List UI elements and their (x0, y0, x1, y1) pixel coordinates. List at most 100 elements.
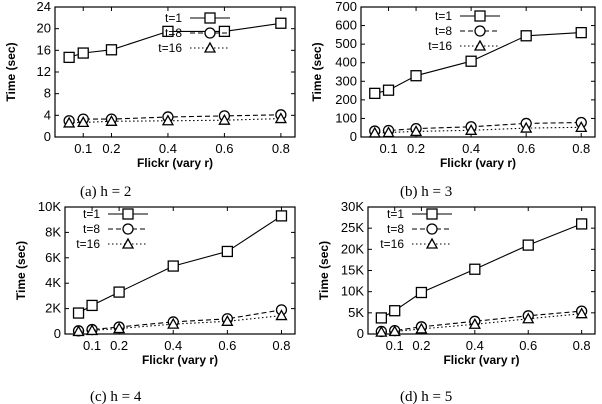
y-tick-label: 0 (357, 326, 364, 341)
data-point-t=1 (522, 239, 534, 251)
data-point-t=1 (382, 84, 395, 96)
data-point-t=1 (63, 51, 75, 64)
data-point-t=16 (105, 114, 118, 126)
y-tick-label: 400 (335, 55, 357, 70)
series-line-t=8 (78, 309, 282, 332)
data-point-t=1 (520, 30, 532, 42)
series-line-t=1 (78, 215, 282, 314)
legend-label: t=8 (83, 222, 100, 236)
legend-marker (425, 237, 439, 249)
y-tick-label: 600 (335, 18, 357, 33)
x-tick-label: 0.2 (407, 141, 425, 156)
data-point-t=16 (415, 322, 428, 334)
x-tick-label: 0.2 (102, 141, 120, 156)
x-tick-label: 0.4 (159, 141, 177, 156)
series-line-t=8 (374, 121, 582, 132)
data-point-t=16 (368, 126, 381, 138)
y-tick-label: 10K (341, 284, 364, 299)
data-point-t=16 (113, 322, 126, 334)
legend-label: t=16 (380, 237, 404, 251)
data-point-t=1 (86, 299, 98, 312)
x-tick-label: 0.1 (74, 141, 92, 156)
data-point-t=16 (275, 309, 288, 321)
y-tick-label: 700 (335, 0, 357, 14)
data-point-t=1 (113, 286, 125, 298)
legend-marker (122, 223, 134, 235)
x-axis-label: Flickr (vary r) (443, 353, 519, 367)
data-point-t=16 (575, 307, 588, 319)
data-point-t=1 (410, 70, 422, 82)
legend-marker (474, 25, 486, 37)
series-line-t=1 (381, 223, 582, 319)
legend-label: t=1 (165, 11, 182, 25)
data-point-t=1 (221, 245, 234, 258)
data-point-t=16 (218, 113, 231, 125)
data-point-t=1 (275, 210, 288, 222)
x-tick-label: 0.1 (386, 338, 404, 353)
series-line-t=16 (69, 118, 281, 124)
data-point-t=16 (520, 121, 533, 133)
data-point-t=1 (275, 17, 287, 29)
x-axis-label: Flickr (vary r) (440, 156, 516, 170)
data-point-t=16 (375, 325, 388, 337)
x-tick-label: 0.4 (462, 141, 480, 156)
x-tick-label: 0.1 (379, 141, 397, 156)
data-point-t=1 (369, 87, 381, 100)
data-point-t=1 (105, 44, 118, 56)
legend-marker (121, 237, 135, 249)
y-axis-label: Time (sec) (4, 42, 18, 101)
x-axis-label: Flickr (vary r) (137, 156, 213, 170)
legend-label: t=8 (165, 26, 182, 40)
y-tick-label: 100 (335, 110, 357, 125)
x-tick-label: 0.4 (466, 338, 484, 353)
legend-marker (203, 41, 217, 53)
data-point-t=1 (375, 312, 388, 324)
y-tick-label: 10K (38, 199, 61, 214)
data-point-t=1 (218, 25, 231, 38)
chart-panel-1: 0 4 8 12 16 20 24 0.1 0.2 0.4 0.6 0.8 Flickr (vary r… (4, 0, 296, 170)
x-tick-label: 0.6 (517, 141, 535, 156)
y-axis-label: Time (sec) (310, 42, 324, 101)
data-point-t=16 (465, 123, 478, 135)
y-tick-label: 4K (45, 275, 61, 290)
legend-label: t=1 (387, 207, 404, 221)
data-point-t=1 (575, 26, 587, 39)
data-point-t=16 (161, 114, 175, 126)
x-tick-label: 0.8 (573, 338, 591, 353)
legend-marker (426, 223, 438, 235)
legend-label: t=8 (435, 24, 452, 38)
data-point-t=1 (77, 47, 89, 59)
y-tick-label: 200 (335, 92, 357, 107)
series-line-t=16 (381, 313, 582, 333)
y-axis-label: Time (sec) (14, 241, 28, 300)
y-tick-label: 8K (45, 224, 61, 239)
x-axis-label: Flickr (vary r) (142, 353, 218, 367)
x-tick-label: 0.6 (215, 141, 233, 156)
series-line-t=16 (78, 315, 282, 333)
data-point-t=16 (575, 121, 588, 132)
caption-b: (b) h = 3 (400, 184, 452, 200)
data-point-t=1 (465, 55, 477, 67)
y-tick-label: 20 (37, 21, 51, 36)
y-tick-label: 24 (37, 0, 51, 14)
legend-marker (204, 12, 216, 24)
data-point-t=16 (274, 112, 287, 124)
chart-panel-4: 0 5K 10K 15K 20K 25K 30K 0.1 0.2 0.4 0.6 0.8 Flickr … (317, 199, 596, 367)
x-tick-label: 0.8 (272, 141, 290, 156)
x-tick-label: 0.8 (572, 141, 590, 156)
y-tick-label: 0 (54, 326, 61, 341)
legend-marker (426, 208, 438, 220)
x-tick-label: 0.1 (83, 338, 101, 353)
series-line-t=8 (381, 310, 582, 333)
y-axis-label: Time (sec) (317, 241, 331, 300)
data-point-t=1 (167, 260, 179, 272)
x-tick-label: 0.2 (412, 338, 430, 353)
legend-marker (122, 208, 134, 220)
series-line-t=16 (374, 126, 582, 134)
legend-label: t=16 (158, 41, 182, 55)
plot-frame (360, 6, 596, 138)
y-tick-label: 12 (37, 64, 51, 79)
legend-marker (474, 10, 486, 22)
data-point-t=1 (469, 263, 481, 275)
y-tick-label: 4 (44, 107, 51, 122)
